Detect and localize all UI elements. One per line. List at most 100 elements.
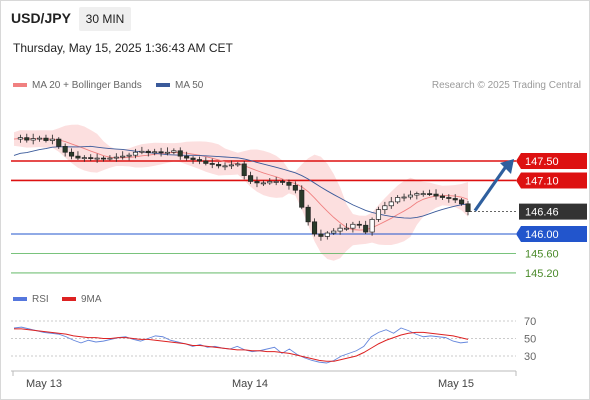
ma20-legend-swatch	[13, 83, 27, 88]
bullish-candle	[37, 137, 43, 140]
bullish-candle	[375, 209, 382, 220]
bearish-candle	[216, 164, 222, 167]
bearish-candle	[43, 137, 49, 141]
last-price-label: 146.46	[525, 207, 559, 219]
symbol-title: USD/JPY	[11, 10, 71, 26]
resistance-price-label: 147.50	[525, 156, 559, 168]
bullish-candle	[382, 205, 388, 211]
ma20-line	[13, 137, 469, 231]
bearish-candle	[299, 189, 305, 208]
bearish-candle	[75, 155, 81, 159]
pivot-price-tag	[516, 226, 587, 242]
bullish-candle	[120, 155, 126, 158]
bullish-candle	[235, 163, 241, 166]
legend-label: MA 20 + Bollinger Bands	[32, 80, 142, 91]
bullish-candle	[107, 157, 113, 160]
bearish-candle	[158, 151, 164, 154]
rsi-tick-label: 70	[524, 316, 536, 328]
x-tick-label: May 14	[232, 378, 268, 390]
bollinger-band-area	[14, 124, 468, 261]
bearish-candle	[318, 233, 324, 237]
legend-label: 9MA	[81, 294, 102, 305]
rsi-tick-label: 30	[524, 351, 536, 363]
bearish-candle	[363, 224, 369, 233]
bearish-candle	[292, 184, 298, 191]
bullish-candle	[260, 182, 266, 185]
credit-text: Research © 2025 Trading Central	[431, 80, 581, 91]
ma50-legend-swatch	[156, 83, 170, 88]
forecast-arrow-shaft	[473, 164, 509, 212]
bullish-candle	[171, 150, 177, 153]
resistance-price-label: 147.10	[525, 175, 559, 187]
bearish-candle	[465, 203, 471, 212]
bullish-candle	[164, 151, 171, 154]
legend-label: MA 50	[175, 80, 204, 91]
bullish-candle	[388, 201, 394, 207]
bearish-candle	[145, 150, 151, 154]
bearish-candle	[248, 175, 254, 182]
x-tick-label: May 13	[26, 378, 62, 390]
bullish-candle	[401, 196, 407, 199]
bearish-candle	[184, 155, 190, 159]
bearish-candle	[209, 163, 215, 165]
bearish-candle	[68, 151, 75, 157]
support-price-label: 145.20	[525, 268, 559, 280]
bullish-candle	[126, 154, 132, 157]
bearish-candle	[254, 181, 260, 184]
bullish-candle	[267, 181, 273, 184]
legend-item-rsi: RSI	[13, 294, 49, 305]
bullish-candle	[343, 227, 350, 230]
bearish-candle	[24, 137, 30, 141]
legend-label: RSI	[32, 294, 49, 305]
x-tick-label: May 15	[438, 378, 474, 390]
bullish-candle	[152, 151, 158, 154]
rsi-ma9-line	[14, 328, 469, 362]
bullish-candle	[94, 157, 100, 160]
bullish-candle	[17, 137, 23, 140]
bearish-candle	[433, 193, 439, 197]
resistance-price-tag	[516, 153, 587, 169]
rsi-legend-swatch	[13, 297, 27, 302]
bearish-candle	[356, 223, 362, 226]
bearish-candle	[190, 157, 196, 160]
bullish-candle	[132, 151, 139, 156]
bullish-candle	[420, 193, 426, 195]
bullish-candle	[139, 150, 145, 153]
bearish-candle	[196, 159, 202, 162]
bullish-candle	[395, 197, 401, 203]
chart-header: USD/JPY 30 MIN	[0, 0, 590, 40]
bearish-candle	[280, 181, 286, 183]
legend-item-9ma: 9MA	[62, 294, 102, 305]
bullish-candle	[30, 138, 36, 141]
bullish-candle	[113, 156, 119, 159]
bearish-candle	[459, 199, 465, 205]
bullish-candle	[324, 232, 330, 237]
bullish-candle	[414, 193, 420, 196]
bearish-candle	[452, 198, 458, 201]
bullish-candle	[222, 165, 228, 168]
bullish-candle	[273, 181, 279, 183]
bearish-candle	[305, 206, 311, 223]
bearish-candle	[88, 157, 94, 159]
bearish-candle	[100, 157, 107, 160]
pivot-price-label: 146.00	[525, 229, 559, 241]
bearish-candle	[311, 221, 318, 235]
bearish-candle	[446, 197, 452, 199]
ma9-legend-swatch	[62, 297, 76, 302]
bullish-candle	[81, 157, 87, 159]
bullish-candle	[350, 223, 356, 229]
bearish-candle	[56, 138, 62, 147]
last-price-tag	[519, 203, 587, 220]
bearish-candle	[427, 193, 433, 195]
bearish-candle	[203, 160, 209, 164]
rsi-tick-label: 50	[524, 334, 536, 346]
timeframe-button[interactable]: 30 MIN	[79, 7, 131, 31]
resistance-price-tag	[516, 172, 587, 189]
bearish-candle	[62, 146, 68, 153]
rsi-line	[13, 326, 469, 364]
bullish-candle	[49, 138, 55, 141]
bullish-candle	[407, 194, 414, 198]
support-price-label: 145.60	[525, 248, 559, 260]
bullish-candle	[337, 227, 343, 232]
